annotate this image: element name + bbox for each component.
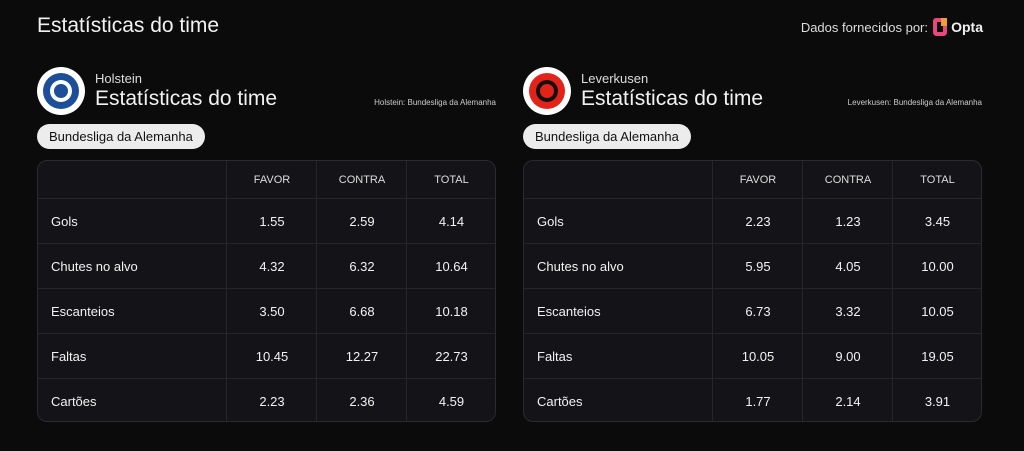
table-row: Cartões 1.77 2.14 3.91 — [524, 378, 981, 421]
team-logo — [523, 67, 571, 115]
stat-label: Cartões — [537, 394, 583, 409]
stat-cell: 10.05 — [712, 334, 803, 379]
competition-chip[interactable]: Bundesliga da Alemanha — [523, 124, 691, 149]
stat-label: Chutes no alvo — [537, 259, 624, 274]
stat-cell: 1.23 — [802, 199, 893, 244]
stat-cell: 2.14 — [802, 379, 893, 421]
stat-label: Escanteios — [537, 304, 601, 319]
stat-cell: 6.68 — [316, 289, 407, 334]
stat-cell: 6.32 — [316, 244, 407, 289]
stat-cell: 10.00 — [892, 244, 981, 289]
table-row: Faltas 10.05 9.00 19.05 — [524, 333, 981, 379]
competition-chip[interactable]: Bundesliga da Alemanha — [37, 124, 205, 149]
header-cell: TOTAL — [406, 161, 495, 198]
stat-cell: 4.32 — [226, 244, 317, 289]
stats-table: FAVOR CONTRA TOTAL Gols 1.55 2.59 4.14 Chutes n… — [37, 160, 496, 422]
stat-label: Faltas — [537, 349, 573, 364]
stat-cell: 4.14 — [406, 199, 495, 244]
table-row: Cartões 2.23 2.36 4.59 — [38, 378, 495, 421]
stat-cell: 4.59 — [406, 379, 495, 421]
stat-cell: 10.05 — [892, 289, 981, 334]
stat-cell: 10.45 — [226, 334, 317, 379]
header-cell: TOTAL — [892, 161, 981, 198]
table-row: Escanteios 3.50 6.68 10.18 — [38, 288, 495, 334]
stat-cell: 10.18 — [406, 289, 495, 334]
table-row: Chutes no alvo 4.32 6.32 10.64 — [38, 243, 495, 289]
stats-table: FAVOR CONTRA TOTAL Gols 2.23 1.23 3.45 Chutes n… — [523, 160, 982, 422]
table-row: Chutes no alvo 5.95 4.05 10.00 — [524, 243, 981, 289]
stat-label: Gols — [537, 214, 564, 229]
stat-label: Escanteios — [51, 304, 115, 319]
stat-cell: 10.64 — [406, 244, 495, 289]
stat-cell: 2.59 — [316, 199, 407, 244]
stat-cell: 19.05 — [892, 334, 981, 379]
stat-cell: 3.50 — [226, 289, 317, 334]
header-cell — [524, 161, 725, 198]
team-crest — [43, 73, 79, 109]
header-cell — [38, 161, 239, 198]
header-cell: FAVOR — [226, 161, 317, 198]
team-name: Leverkusen — [581, 71, 649, 86]
stat-cell: 2.23 — [226, 379, 317, 421]
table-row: Escanteios 6.73 3.32 10.05 — [524, 288, 981, 334]
table-row: Gols 2.23 1.23 3.45 — [524, 198, 981, 244]
header-row: FAVOR CONTRA TOTAL — [38, 161, 495, 198]
page-title: Estatísticas do time — [37, 14, 220, 37]
stat-cell: 9.00 — [802, 334, 893, 379]
stat-label: Chutes no alvo — [51, 259, 138, 274]
provider-name: Opta — [951, 19, 983, 35]
panel-title: Estatísticas do time — [581, 87, 764, 110]
header-row: FAVOR CONTRA TOTAL — [524, 161, 981, 198]
provider-label: Dados fornecidos por: — [800, 20, 928, 35]
panel-title: Estatísticas do time — [95, 87, 278, 110]
stat-cell: 6.73 — [712, 289, 803, 334]
stat-cell: 3.32 — [802, 289, 893, 334]
header-cell: CONTRA — [802, 161, 893, 198]
stat-cell: 22.73 — [406, 334, 495, 379]
stat-cell: 5.95 — [712, 244, 803, 289]
team-crest — [529, 73, 565, 109]
table-row: Gols 1.55 2.59 4.14 — [38, 198, 495, 244]
stat-cell: 1.55 — [226, 199, 317, 244]
stat-label: Cartões — [51, 394, 97, 409]
stat-label: Faltas — [51, 349, 87, 364]
team-panel: Holstein Estatísticas do time Holstein: Bu… — [37, 65, 496, 422]
source-note: Holstein: Bundesliga da Alemanha — [374, 98, 496, 107]
stat-cell: 4.05 — [802, 244, 893, 289]
table-row: Faltas 10.45 12.27 22.73 — [38, 333, 495, 379]
stat-cell: 3.45 — [892, 199, 981, 244]
stat-cell: 2.23 — [712, 199, 803, 244]
team-panel: Leverkusen Estatísticas do time Leverkusen… — [523, 65, 982, 422]
team-name: Holstein — [95, 71, 142, 86]
stat-cell: 12.27 — [316, 334, 407, 379]
source-note: Leverkusen: Bundesliga da Alemanha — [847, 98, 982, 107]
stat-cell: 2.36 — [316, 379, 407, 421]
stat-cell: 1.77 — [712, 379, 803, 421]
stat-cell: 3.91 — [892, 379, 981, 421]
team-logo — [37, 67, 85, 115]
header-cell: FAVOR — [712, 161, 803, 198]
provider-logo — [933, 18, 947, 36]
header-cell: CONTRA — [316, 161, 407, 198]
stat-label: Gols — [51, 214, 78, 229]
